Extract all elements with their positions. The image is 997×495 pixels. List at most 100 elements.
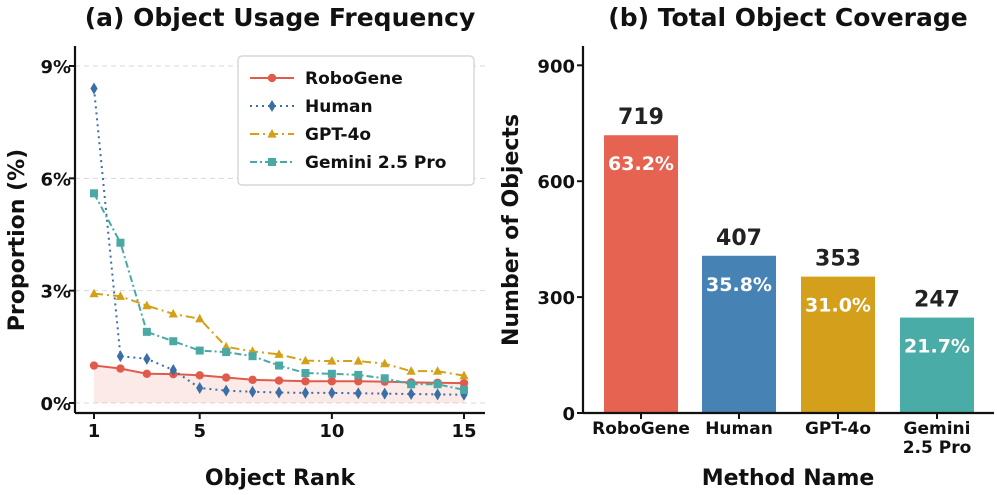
data-point: [116, 364, 125, 373]
chart-b-title: (b) Total Object Coverage: [608, 3, 967, 32]
data-point: [353, 356, 363, 365]
data-point: [195, 313, 205, 323]
data-point: [274, 376, 284, 385]
data-point: [116, 350, 125, 363]
data-point: [89, 288, 99, 298]
data-point: [301, 386, 310, 399]
bar-value-label: 407: [716, 226, 762, 251]
bar: [702, 255, 776, 413]
bar-percent-label: 35.8%: [706, 274, 772, 296]
data-point: [459, 370, 469, 380]
x-tick-label: Gemini: [904, 419, 971, 439]
legend-label: Gemini 2.5 Pro: [305, 153, 446, 173]
data-point: [433, 380, 442, 389]
data-point: [460, 385, 468, 394]
line-chart-panel: (a) Object Usage Frequency 0% 3% 6% 9% 1 5 10…: [5, 3, 485, 491]
data-point: [301, 369, 310, 378]
data-point: [248, 385, 257, 398]
data-point: [327, 369, 336, 378]
chart-a-x-ticks: 1 5 10 15: [88, 413, 477, 442]
chart-a-xlabel: Object Rank: [205, 466, 357, 491]
data-point: [327, 356, 337, 365]
legend-label: GPT-4o: [305, 125, 371, 145]
data-point: [222, 384, 230, 397]
data-point: [222, 348, 231, 357]
chart-b-bars: 719 63.2% 407 35.8% 353 31.0% 247 21.7%: [604, 105, 974, 413]
data-point: [300, 355, 311, 365]
bar-percent-label: 63.2%: [608, 153, 674, 175]
x-tick-label: RoboGene: [592, 419, 690, 439]
x-tick-label: 1: [88, 421, 101, 442]
data-point: [380, 374, 389, 383]
data-point: [115, 291, 126, 300]
bar: [900, 317, 974, 413]
legend-label: RoboGene: [305, 69, 403, 89]
bar-value-label: 719: [618, 105, 664, 130]
chart-a-markers: [89, 82, 469, 401]
y-tick-label: 9%: [40, 57, 71, 78]
data-point: [142, 369, 152, 378]
data-point: [274, 349, 284, 358]
data-point: [433, 388, 442, 401]
bar-percent-label: 21.7%: [904, 336, 970, 358]
chart-a-ylabel: Proportion (%): [5, 149, 30, 331]
data-point: [90, 189, 98, 198]
data-point: [89, 361, 99, 370]
data-point: [381, 387, 389, 400]
data-point: [354, 377, 363, 386]
bar-percent-label: 31.0%: [805, 295, 871, 317]
data-point: [354, 370, 363, 379]
data-point: [90, 82, 98, 95]
chart-b-ylabel: Number of Objects: [499, 114, 524, 346]
y-tick-label: 900: [537, 56, 575, 77]
legend-label: Human: [305, 97, 373, 117]
y-tick-label: 0: [562, 404, 575, 425]
data-point: [407, 388, 415, 401]
data-point: [328, 386, 336, 399]
data-point: [327, 377, 337, 386]
chart-a-legend: RoboGene Human GPT-4o Gemini 2.5 Pro: [237, 55, 475, 186]
data-point: [275, 361, 283, 370]
data-point: [195, 371, 204, 380]
bar-value-label: 247: [914, 288, 960, 313]
data-point: [196, 382, 204, 395]
x-tick-label: 5: [193, 421, 206, 442]
data-point: [116, 238, 125, 247]
data-point: [143, 352, 151, 365]
y-tick-label: 0%: [40, 394, 71, 415]
data-point: [275, 386, 283, 399]
chart-b-y-ticks: 0 300 600 900: [537, 56, 583, 425]
data-point: [301, 377, 310, 386]
legend-marker: [267, 73, 277, 83]
data-point: [169, 364, 177, 377]
chart-a-y-ticks: 0% 3% 6% 9%: [40, 57, 75, 415]
bar: [801, 276, 875, 413]
data-point: [248, 375, 257, 384]
y-tick-label: 300: [537, 288, 575, 309]
x-tick-label: Human: [705, 419, 773, 439]
data-point: [248, 352, 257, 361]
data-point: [380, 358, 390, 368]
series-line-gpt-4o: [93, 292, 465, 377]
legend-marker: [267, 129, 277, 138]
data-point: [195, 346, 204, 355]
chart-a-title: (a) Object Usage Frequency: [85, 3, 476, 32]
series-line-human: [93, 88, 465, 396]
bar: [604, 135, 678, 413]
y-tick-label: 6%: [40, 169, 71, 190]
data-point: [432, 366, 443, 375]
y-tick-label: 600: [537, 172, 575, 193]
legend-marker: [268, 158, 276, 166]
data-point: [407, 380, 416, 389]
data-point: [142, 327, 151, 336]
y-tick-label: 3%: [40, 282, 71, 303]
data-point: [459, 378, 469, 388]
legend-marker: [268, 100, 276, 112]
x-tick-label: 15: [451, 421, 476, 442]
data-point: [221, 373, 231, 382]
data-point: [168, 308, 178, 318]
chart-b-xlabel: Method Name: [702, 466, 875, 491]
legend-frame: [237, 55, 475, 186]
x-tick-label: GPT-4o: [805, 419, 871, 439]
